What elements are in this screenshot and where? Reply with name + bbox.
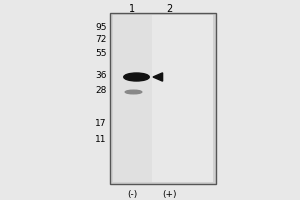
Bar [110,13,216,184]
Ellipse shape [124,73,149,81]
Text: 95: 95 [95,22,106,31]
Bar [152,15,213,182]
Text: 28: 28 [95,86,106,95]
Polygon shape [153,73,163,81]
Text: 72: 72 [95,36,106,45]
Text: 36: 36 [95,72,106,80]
Text: (-): (-) [127,190,137,200]
Text: 11: 11 [95,136,106,144]
Text: 17: 17 [95,118,106,128]
Text: 55: 55 [95,48,106,58]
Text: 1: 1 [129,4,135,14]
Ellipse shape [125,90,142,94]
Text: 2: 2 [167,4,172,14]
Bar [112,15,152,182]
Text: (+): (+) [162,190,177,200]
